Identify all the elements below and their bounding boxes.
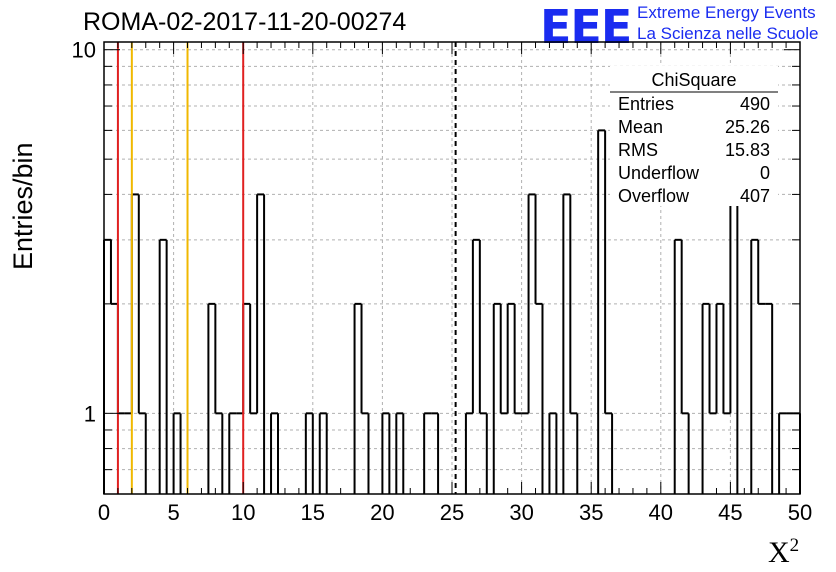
histogram-bin — [604, 130, 613, 415]
stats-value: 407 — [740, 186, 770, 206]
histogram-bin — [757, 239, 766, 305]
histogram-bin — [207, 302, 216, 494]
stats-value: 25.26 — [725, 117, 770, 137]
histogram-bin — [673, 238, 682, 494]
x-axis-label: X2 — [768, 535, 800, 569]
histogram-bin — [353, 302, 362, 494]
histogram-bin — [381, 412, 390, 494]
histogram-bin — [708, 303, 717, 415]
stats-label: RMS — [618, 140, 658, 160]
histogram-bin — [492, 302, 501, 494]
x-tick-label: 0 — [98, 500, 110, 525]
histogram-bin — [569, 194, 578, 415]
x-tick-label: 20 — [370, 500, 394, 525]
histogram-bin — [715, 302, 724, 414]
y-tick-label: 10 — [72, 38, 96, 63]
reference-lines — [116, 42, 457, 494]
stats-value: 0 — [760, 163, 770, 183]
x-tick-label: 15 — [301, 500, 325, 525]
histogram-bin — [360, 303, 369, 415]
histogram-bin — [506, 302, 515, 414]
histogram-bin — [478, 239, 487, 415]
histogram-bin — [534, 194, 543, 305]
x-tick-label: 10 — [231, 500, 255, 525]
histogram-bin — [103, 238, 111, 494]
histogram-bin — [722, 303, 731, 415]
stats-label: Entries — [618, 94, 674, 114]
histogram-bin — [109, 239, 118, 305]
histogram-bin — [527, 193, 536, 414]
y-tick-label: 1 — [84, 401, 96, 426]
histogram-bin — [214, 303, 223, 415]
histogram-bin — [750, 238, 759, 494]
x-tick-label: 35 — [579, 500, 603, 525]
histogram-bin — [137, 194, 146, 415]
histogram-bin — [304, 412, 313, 494]
histogram-bin — [116, 303, 125, 415]
logo-subtitle-line1: Extreme Energy Events — [637, 3, 816, 22]
stats-background — [610, 66, 778, 206]
histogram-bin — [172, 412, 181, 494]
x-tick-label: 5 — [167, 500, 179, 525]
histogram-bin — [548, 412, 557, 494]
x-tick-label: 40 — [649, 500, 673, 525]
histogram-bin — [513, 303, 522, 415]
stats-box: ChiSquare Entries 490 Mean 25.26 RMS 15.83 Unde… — [610, 66, 778, 206]
eee-logo: EEE — [540, 0, 632, 54]
histogram-bin — [228, 412, 237, 494]
histogram-bin — [270, 412, 278, 494]
histogram-bin — [256, 193, 265, 414]
run-title: ROMA-02-2017-11-20-00274 — [83, 8, 407, 36]
histogram-bin — [423, 412, 432, 494]
logo-subtitle-line2: La Scienza nelle Scuole — [637, 24, 819, 43]
axis-ticks: 0 5 10 15 20 25 30 35 40 45 50 1 10 — [72, 38, 813, 525]
histogram-bin — [158, 238, 167, 494]
x-tick-label: 25 — [440, 500, 464, 525]
histogram-bin — [701, 302, 710, 494]
stats-value: 15.83 — [725, 140, 770, 160]
histogram-bin — [318, 412, 327, 494]
stats-title: ChiSquare — [651, 70, 736, 90]
histogram-bin — [499, 303, 508, 415]
histogram-bin — [793, 412, 801, 494]
histogram-bin — [249, 303, 258, 415]
histogram-bin — [597, 129, 606, 494]
histogram-bin — [395, 412, 404, 494]
stats-label: Mean — [618, 117, 663, 137]
histogram-bin — [242, 302, 251, 414]
histogram-bin — [680, 239, 689, 415]
x-tick-label: 50 — [788, 500, 812, 525]
histogram-bin — [778, 412, 787, 494]
histogram-bin — [471, 238, 480, 414]
x-tick-label: 30 — [509, 500, 533, 525]
stats-label: Overflow — [618, 186, 690, 206]
histogram-bin — [464, 412, 473, 494]
x-tick-label: 45 — [718, 500, 742, 525]
stats-value: 490 — [740, 94, 770, 114]
stats-label: Underflow — [618, 163, 700, 183]
histogram-bin — [562, 193, 571, 494]
